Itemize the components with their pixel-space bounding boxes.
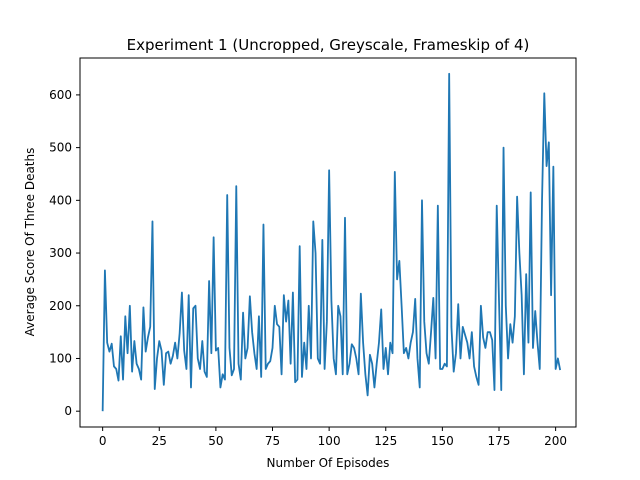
x-tick-label: 125 <box>374 434 397 448</box>
x-tick-label: 50 <box>208 434 223 448</box>
y-axis-ticks: 0 100 200 300 400 500 600 <box>49 88 80 418</box>
plot-frame <box>79 57 577 428</box>
x-tick-label: 175 <box>488 434 511 448</box>
y-axis-label: Average Score Of Three Deaths <box>23 148 37 337</box>
x-tick-label: 150 <box>431 434 454 448</box>
series-layer <box>101 72 562 412</box>
y-tick-label: 200 <box>49 299 72 313</box>
x-tick-label: 200 <box>544 434 567 448</box>
x-tick-label: 100 <box>318 434 341 448</box>
y-tick-label: 500 <box>49 141 72 155</box>
x-tick-label: 25 <box>152 434 167 448</box>
x-tick-label: 75 <box>265 434 280 448</box>
series-line-0 <box>101 72 562 412</box>
y-tick-label: 600 <box>49 88 72 102</box>
x-axis-ticks: 0 25 50 75 100 125 150 175 200 <box>99 427 567 448</box>
y-tick-label: 100 <box>49 351 72 365</box>
chart-title: Experiment 1 (Uncropped, Greyscale, Fram… <box>127 36 530 54</box>
x-tick-label: 0 <box>99 434 107 448</box>
x-axis-label: Number Of Episodes <box>267 456 390 470</box>
y-tick-label: 300 <box>49 246 72 260</box>
y-tick-label: 400 <box>49 193 72 207</box>
y-tick-label: 0 <box>64 404 72 418</box>
